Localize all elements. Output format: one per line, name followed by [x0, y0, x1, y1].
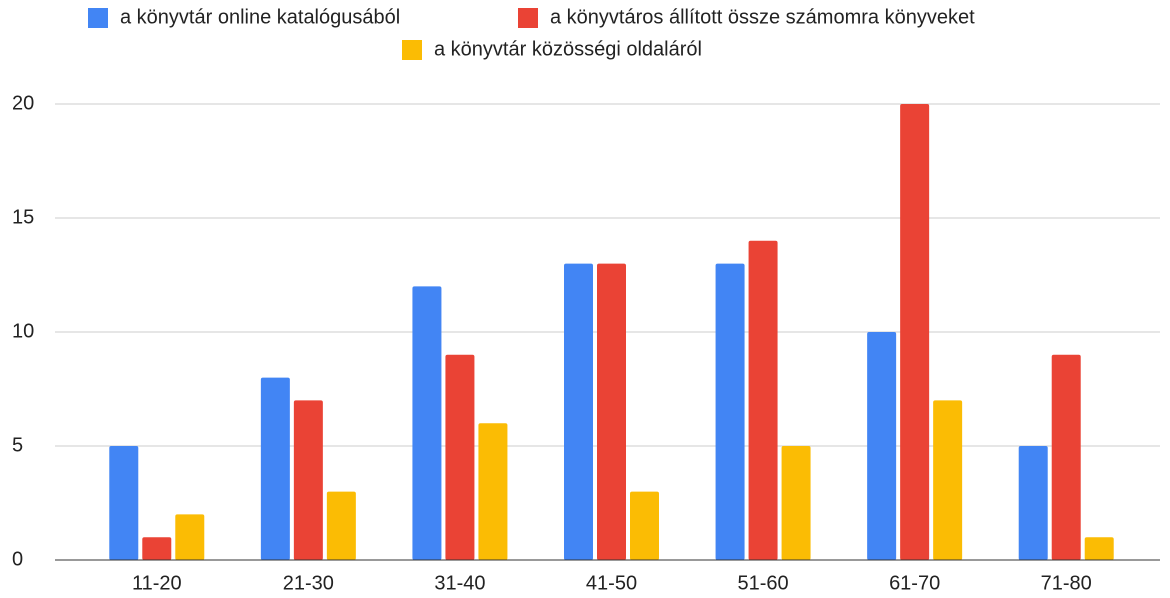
legend-label: a könyvtáros állított össze számomra kön… [550, 6, 975, 28]
bar [933, 400, 963, 560]
x-tick-label: 11-20 [132, 572, 182, 594]
bar [1051, 354, 1081, 560]
y-tick-label: 10 [12, 320, 34, 342]
bar [326, 491, 356, 560]
bar [630, 491, 659, 560]
y-tick-label: 5 [12, 434, 23, 456]
bar [412, 286, 442, 560]
x-tick-label: 21-30 [283, 572, 334, 594]
x-tick-label: 51-60 [737, 572, 788, 594]
bar [564, 263, 593, 560]
bar [293, 400, 323, 560]
bar [597, 263, 626, 560]
bar [748, 240, 778, 561]
bar [445, 354, 475, 560]
legend-swatch [402, 40, 422, 60]
x-tick-label: 41-50 [586, 572, 637, 594]
bar [142, 537, 172, 560]
bar [175, 514, 205, 560]
bar [260, 377, 290, 560]
x-tick-label: 71-80 [1041, 572, 1092, 594]
y-tick-label: 15 [12, 206, 34, 228]
legend-label: a könyvtár online katalógusából [120, 6, 400, 28]
bar [1018, 446, 1048, 560]
y-tick-label: 0 [12, 548, 23, 570]
bar [1084, 537, 1114, 560]
legend-swatch [88, 8, 108, 28]
x-tick-label: 61-70 [889, 572, 940, 594]
bar [781, 446, 811, 560]
bar [109, 446, 139, 560]
legend-swatch [518, 8, 538, 28]
bar [715, 263, 745, 560]
y-tick-label: 20 [12, 92, 34, 114]
bar [900, 104, 930, 560]
bar [478, 423, 508, 560]
bar [867, 332, 897, 560]
x-tick-label: 31-40 [434, 572, 485, 594]
legend-label: a könyvtár közösségi oldaláról [434, 38, 702, 60]
